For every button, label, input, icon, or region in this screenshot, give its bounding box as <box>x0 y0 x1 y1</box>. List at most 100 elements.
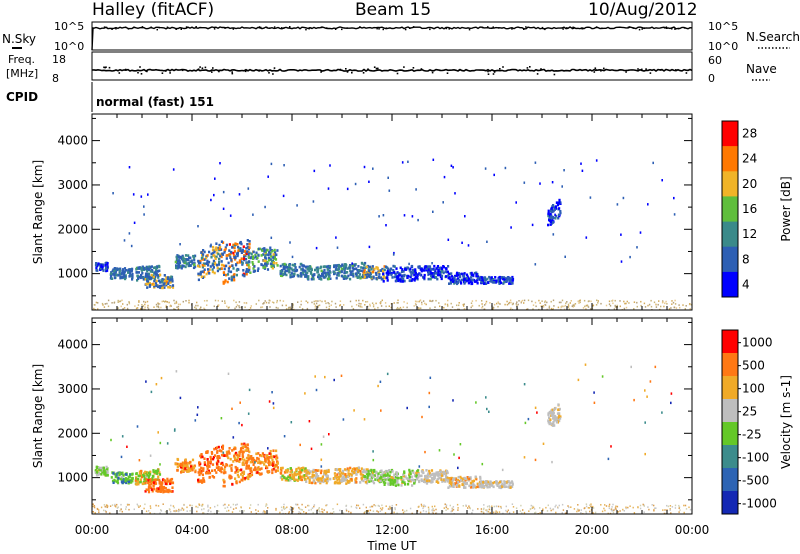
ground-scatter-cell <box>266 504 268 506</box>
colorbar-label: Velocity [m s-1] <box>779 375 793 469</box>
ground-scatter-cell <box>264 511 266 513</box>
echo-cell <box>475 274 478 278</box>
ground-scatter-cell <box>625 507 627 510</box>
ground-scatter-cell <box>671 303 673 305</box>
echo-cell <box>232 275 236 279</box>
echo-cell <box>140 273 143 277</box>
ground-scatter-cell <box>235 507 237 509</box>
echo-cell <box>192 255 195 259</box>
ground-scatter-cell <box>299 512 302 514</box>
ground-scatter-cell <box>552 299 555 302</box>
ground-scatter-cell <box>670 307 672 309</box>
echo-cell <box>166 482 169 486</box>
ground-scatter-cell <box>451 510 453 512</box>
echo-cell <box>487 281 490 284</box>
echo-cell <box>162 485 165 489</box>
ground-scatter-cell <box>92 505 94 508</box>
ground-scatter-cell <box>283 503 285 506</box>
echo-cell <box>435 480 438 483</box>
ground-scatter-cell <box>424 302 426 305</box>
echo-cell <box>247 247 250 251</box>
ground-scatter-cell <box>369 303 371 306</box>
echo-cell <box>156 273 159 277</box>
echo-cell <box>217 263 220 266</box>
echo-cell <box>208 260 211 264</box>
echo-cell <box>311 475 314 478</box>
echo-cell <box>174 462 177 466</box>
ground-scatter-cell <box>662 300 664 302</box>
echo-cell <box>256 269 259 272</box>
echo-cell <box>327 264 330 268</box>
echo-cell <box>228 452 231 455</box>
echo-cell <box>155 279 158 283</box>
sparse-echo-cell <box>272 406 275 410</box>
echo-cell <box>194 470 197 474</box>
echo-cell <box>241 450 244 453</box>
ground-scatter-cell <box>603 507 605 510</box>
echo-cell <box>323 469 326 473</box>
ground-scatter-cell <box>144 308 146 310</box>
ground-scatter-cell <box>626 300 628 303</box>
x-tick-label: 08:00 <box>275 523 310 537</box>
echo-cell <box>122 477 125 481</box>
echo-cell <box>241 273 244 277</box>
echo-cell <box>218 257 221 261</box>
echo-cell <box>425 479 428 483</box>
echo-cell <box>276 466 279 469</box>
sparse-echo-cell <box>197 406 199 409</box>
ground-scatter-cell <box>444 503 446 506</box>
ground-scatter-cell <box>481 300 483 302</box>
echo-cell <box>337 265 341 269</box>
sparse-echo-cell <box>438 449 441 452</box>
ground-scatter-cell <box>97 308 99 310</box>
ground-scatter-cell <box>475 299 477 302</box>
ground-scatter-cell <box>368 308 370 310</box>
ground-scatter-cell <box>235 504 237 506</box>
echo-cell <box>452 482 455 486</box>
echo-cell <box>106 470 109 474</box>
ground-scatter-cell <box>281 509 283 511</box>
nave-dot <box>536 73 539 75</box>
echo-cell <box>440 478 443 481</box>
echo-cell <box>184 464 188 468</box>
echo-cell <box>266 260 269 264</box>
echo-cell <box>395 267 398 270</box>
nave-right-tick-high: 60 <box>708 54 722 67</box>
echo-cell <box>555 201 558 204</box>
echo-cell <box>270 456 273 460</box>
ground-scatter-cell <box>480 510 483 513</box>
echo-cell <box>228 277 231 280</box>
echo-cell <box>305 469 308 472</box>
colorbar-segment <box>722 246 738 273</box>
echo-cell <box>308 478 311 482</box>
ground-scatter-cell <box>140 307 142 310</box>
echo-cell <box>418 474 421 478</box>
sparse-echo-cell <box>393 251 395 255</box>
echo-cell <box>284 471 287 474</box>
ground-scatter-cell <box>161 300 163 303</box>
ground-scatter-cell <box>471 512 473 514</box>
echo-cell <box>360 266 363 269</box>
echo-cell <box>497 278 500 281</box>
nave-dot <box>105 66 107 68</box>
echo-cell <box>411 469 414 473</box>
echo-cell <box>314 268 317 272</box>
echo-cell <box>342 469 345 473</box>
echo-cell <box>302 466 305 470</box>
noise-search-dot <box>595 26 598 28</box>
ground-scatter-cell <box>226 506 229 509</box>
echo-cell <box>390 267 393 271</box>
sparse-echo-cell <box>504 166 507 170</box>
ground-scatter-cell <box>570 506 572 508</box>
echo-cell <box>555 214 558 218</box>
noise-search-dot <box>133 26 135 29</box>
ground-scatter-cell <box>391 504 393 507</box>
echo-cell <box>241 261 244 265</box>
echo-cell <box>124 479 127 483</box>
echo-cell <box>184 258 187 261</box>
echo-cell <box>115 480 119 483</box>
echo-cell <box>270 463 273 466</box>
echo-cell <box>369 477 372 481</box>
ground-scatter-cell <box>657 303 659 306</box>
